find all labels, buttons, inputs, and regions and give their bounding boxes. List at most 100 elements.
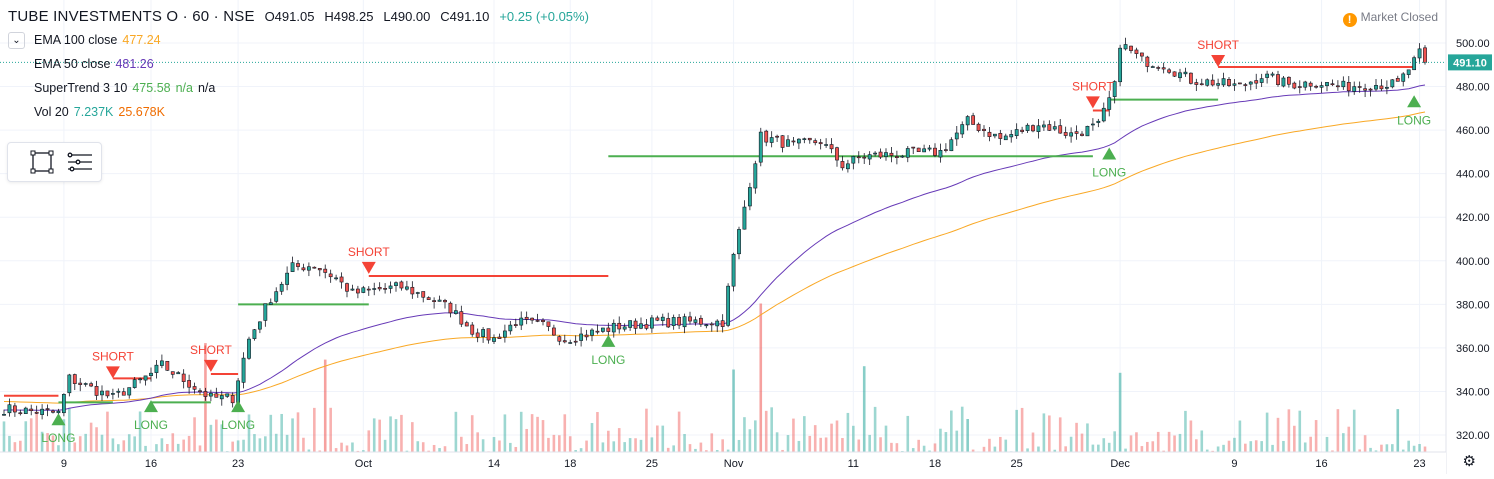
candle-body — [509, 325, 512, 331]
candle-body — [286, 273, 289, 284]
volume-bar — [847, 413, 850, 452]
candle — [1075, 125, 1078, 139]
candle-body — [1347, 82, 1350, 90]
volume-bar — [999, 437, 1002, 452]
candle-body — [786, 140, 789, 147]
volume-bar — [743, 417, 746, 452]
candle-body — [476, 333, 479, 337]
volume-bar — [961, 407, 964, 452]
candle-body — [721, 321, 724, 327]
volume-bar — [351, 442, 354, 452]
candle-body — [982, 129, 985, 130]
candle-body — [1249, 82, 1252, 84]
candle — [1342, 76, 1345, 90]
lines-menu-icon[interactable] — [68, 153, 92, 171]
candle — [291, 257, 294, 272]
candle — [122, 388, 125, 395]
candle-body — [340, 277, 343, 282]
candle — [1402, 72, 1405, 86]
volume-bar — [188, 436, 191, 452]
candle-body — [307, 267, 310, 271]
candle-body — [394, 283, 397, 286]
volume-bar — [3, 421, 6, 452]
candle-body — [1075, 132, 1078, 134]
candle — [95, 381, 98, 400]
candle — [362, 286, 365, 293]
volume-bar — [422, 442, 425, 452]
candle-body — [1255, 81, 1258, 84]
candle-body — [585, 335, 588, 337]
candle-body — [1260, 79, 1263, 83]
candle-body — [2, 414, 5, 415]
volume-bar — [629, 438, 632, 452]
candle — [1391, 79, 1394, 88]
volume-bar — [607, 431, 610, 452]
gear-icon[interactable]: ⚙ — [1463, 452, 1476, 470]
volume-bar — [770, 407, 773, 452]
candle — [661, 314, 664, 326]
volume-bar — [1418, 444, 1421, 452]
volume-bar — [819, 438, 822, 452]
candle — [84, 382, 87, 386]
volume-bar — [1233, 438, 1236, 452]
volume-bar — [591, 423, 594, 452]
candle — [688, 312, 691, 325]
candle — [748, 183, 751, 210]
volume-bar — [161, 438, 164, 452]
candle-body — [1135, 50, 1138, 54]
candle-body — [1331, 84, 1334, 85]
candle-body — [1015, 129, 1018, 135]
rectangle-select-icon[interactable] — [31, 151, 53, 173]
candle — [656, 316, 659, 321]
candle-body — [596, 331, 599, 332]
candle — [509, 321, 512, 335]
candle-body — [792, 141, 795, 142]
candle — [1244, 83, 1247, 91]
volume-bar — [1004, 440, 1007, 452]
legend-supertrend-label: SuperTrend 3 10 — [34, 81, 127, 95]
volume-bar — [1407, 441, 1410, 452]
candle — [1217, 79, 1220, 90]
legend-volume-value1: 7.237K — [74, 105, 114, 119]
volume-bar — [1184, 411, 1187, 452]
candle-body — [607, 328, 610, 332]
candle-body — [1064, 132, 1067, 135]
candle-body — [296, 263, 299, 266]
price-tick-label: 420.00 — [1456, 212, 1490, 224]
volume-bar — [14, 442, 17, 452]
candle-body — [100, 391, 103, 395]
candle-body — [841, 161, 844, 167]
candle — [683, 314, 686, 333]
candle — [574, 335, 577, 345]
volume-bar — [645, 409, 648, 452]
candle — [1380, 79, 1383, 91]
time-tick-label: 25 — [1011, 458, 1023, 470]
volume-bar — [1108, 443, 1111, 452]
candle — [264, 304, 267, 327]
volume-bar — [302, 438, 305, 452]
candle — [1010, 130, 1013, 143]
volume-bar — [1113, 431, 1116, 452]
volume-bar — [721, 439, 724, 452]
candle — [1227, 77, 1230, 87]
candle-body — [536, 320, 539, 321]
candle-body — [1178, 73, 1181, 78]
long-signal: LONG — [1092, 148, 1126, 180]
chevron-down-icon[interactable]: ⌄ — [8, 32, 25, 49]
candle — [1369, 88, 1372, 97]
symbol-title[interactable]: TUBE INVESTMENTS O · 60 · NSE — [8, 8, 255, 25]
volume-bar — [1130, 435, 1133, 452]
candle-body — [743, 207, 746, 229]
volume-bar — [1304, 442, 1307, 452]
candle — [411, 281, 414, 299]
candle-body — [144, 376, 147, 380]
volume-bar — [857, 440, 860, 452]
candle — [770, 131, 773, 147]
volume-bar — [1097, 445, 1100, 452]
